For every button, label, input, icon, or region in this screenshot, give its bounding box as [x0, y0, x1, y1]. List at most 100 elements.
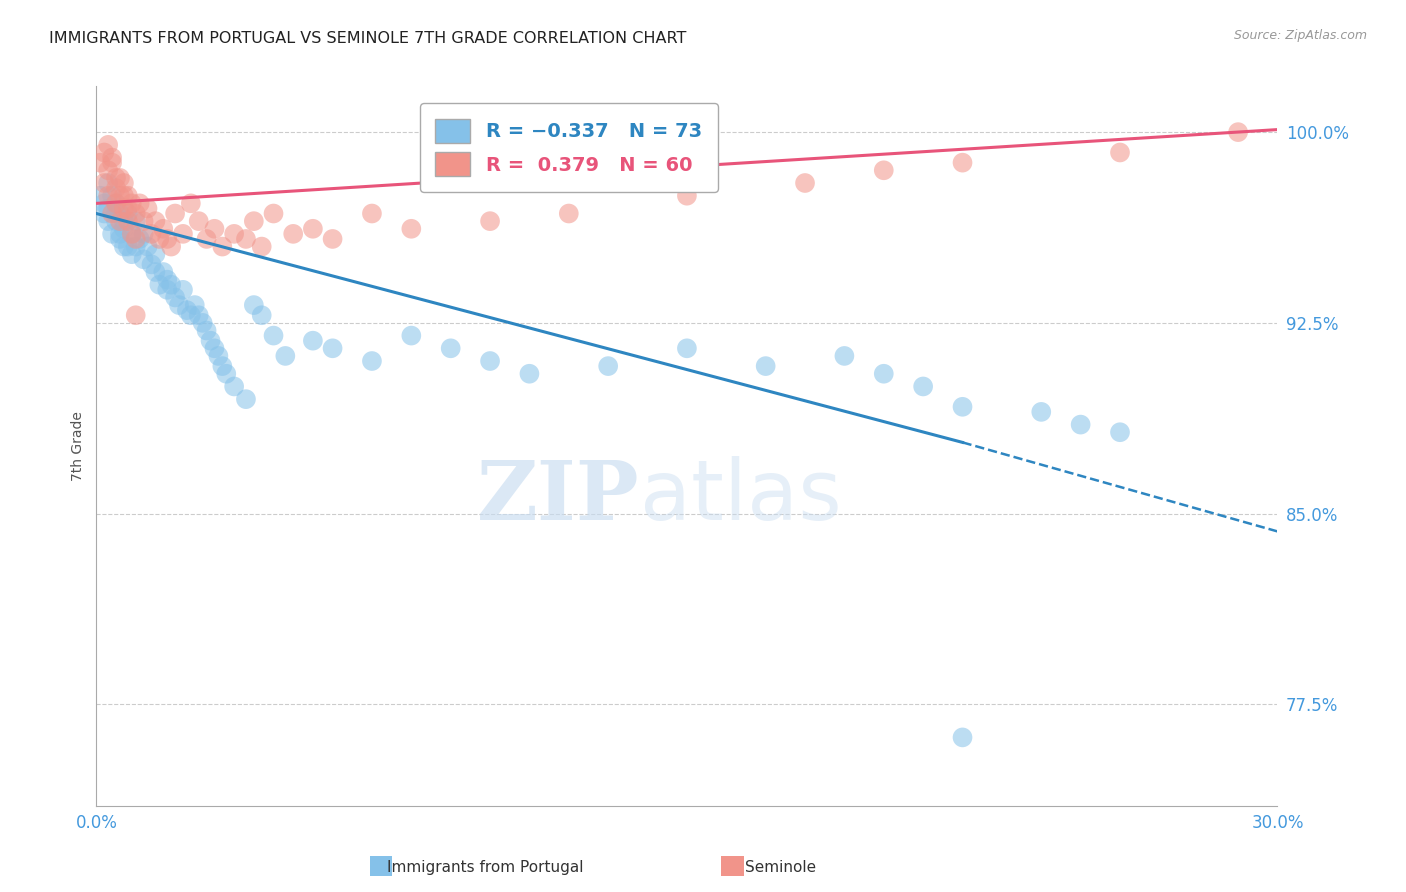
Point — [200, 334, 222, 348]
Point — [132, 214, 155, 228]
Point — [93, 206, 115, 220]
Point — [117, 214, 139, 228]
Text: ZIP: ZIP — [477, 457, 640, 537]
Point — [108, 188, 131, 202]
Point — [479, 214, 502, 228]
Text: IMMIGRANTS FROM PORTUGAL VS SEMINOLE 7TH GRADE CORRELATION CHART: IMMIGRANTS FROM PORTUGAL VS SEMINOLE 7TH… — [49, 31, 686, 46]
Point — [117, 188, 139, 202]
Point — [873, 367, 896, 381]
Point — [89, 155, 111, 169]
Point — [97, 163, 120, 178]
Point — [108, 170, 131, 185]
Point — [93, 176, 115, 190]
Point — [108, 227, 131, 241]
Point — [141, 257, 163, 271]
Point — [145, 265, 167, 279]
Point — [125, 232, 148, 246]
Point — [105, 196, 128, 211]
Point — [101, 151, 124, 165]
Point — [117, 206, 139, 220]
Point — [152, 265, 174, 279]
Point — [128, 232, 150, 246]
Point — [440, 341, 463, 355]
Point — [105, 214, 128, 228]
Point — [156, 232, 179, 246]
Point — [952, 731, 974, 745]
Point — [165, 206, 187, 220]
Point — [361, 354, 384, 368]
Point — [322, 341, 344, 355]
Point — [952, 400, 974, 414]
Point — [250, 308, 273, 322]
Point — [1109, 145, 1132, 160]
Point — [148, 232, 170, 246]
Point — [108, 214, 131, 228]
Point — [152, 221, 174, 235]
Point — [108, 206, 131, 220]
Point — [105, 170, 128, 185]
Point — [263, 206, 285, 220]
Point — [125, 308, 148, 322]
Legend: R = −0.337   N = 73, R =  0.379   N = 60: R = −0.337 N = 73, R = 0.379 N = 60 — [420, 103, 717, 192]
Point — [172, 283, 194, 297]
Point — [121, 196, 143, 211]
Point — [204, 341, 226, 355]
Point — [112, 239, 135, 253]
Point — [156, 272, 179, 286]
Point — [136, 202, 159, 216]
Point — [204, 221, 226, 235]
Point — [558, 206, 581, 220]
Point — [283, 227, 305, 241]
Point — [172, 227, 194, 241]
Point — [873, 163, 896, 178]
Point — [479, 354, 502, 368]
Point — [302, 221, 325, 235]
Point — [184, 298, 207, 312]
Point — [160, 277, 183, 292]
Point — [97, 188, 120, 202]
Point — [191, 316, 214, 330]
Point — [235, 392, 257, 406]
Point — [180, 196, 202, 211]
Point — [195, 324, 218, 338]
Point — [128, 196, 150, 211]
Point — [105, 206, 128, 220]
Point — [302, 334, 325, 348]
Point — [322, 232, 344, 246]
Point — [101, 227, 124, 241]
Point — [167, 298, 190, 312]
Point — [117, 202, 139, 216]
Point — [1031, 405, 1053, 419]
Point — [263, 328, 285, 343]
Point — [165, 290, 187, 304]
Point — [676, 341, 699, 355]
Point — [112, 202, 135, 216]
Point — [207, 349, 229, 363]
Point — [224, 379, 246, 393]
Point — [755, 359, 778, 373]
Point — [676, 188, 699, 202]
Point — [243, 214, 266, 228]
Point — [93, 196, 115, 211]
Y-axis label: 7th Grade: 7th Grade — [72, 411, 86, 481]
Point — [401, 221, 423, 235]
Point — [274, 349, 297, 363]
Point — [187, 308, 209, 322]
Point — [101, 206, 124, 220]
Point — [243, 298, 266, 312]
Point — [952, 155, 974, 169]
Point — [912, 379, 935, 393]
Point — [224, 227, 246, 241]
Point — [195, 232, 218, 246]
Point — [145, 247, 167, 261]
Point — [160, 239, 183, 253]
Point — [105, 196, 128, 211]
Point — [250, 239, 273, 253]
Point — [125, 206, 148, 220]
Point — [211, 359, 233, 373]
Point — [401, 328, 423, 343]
Point — [176, 303, 198, 318]
Point — [125, 214, 148, 228]
Point — [519, 367, 541, 381]
Point — [136, 239, 159, 253]
